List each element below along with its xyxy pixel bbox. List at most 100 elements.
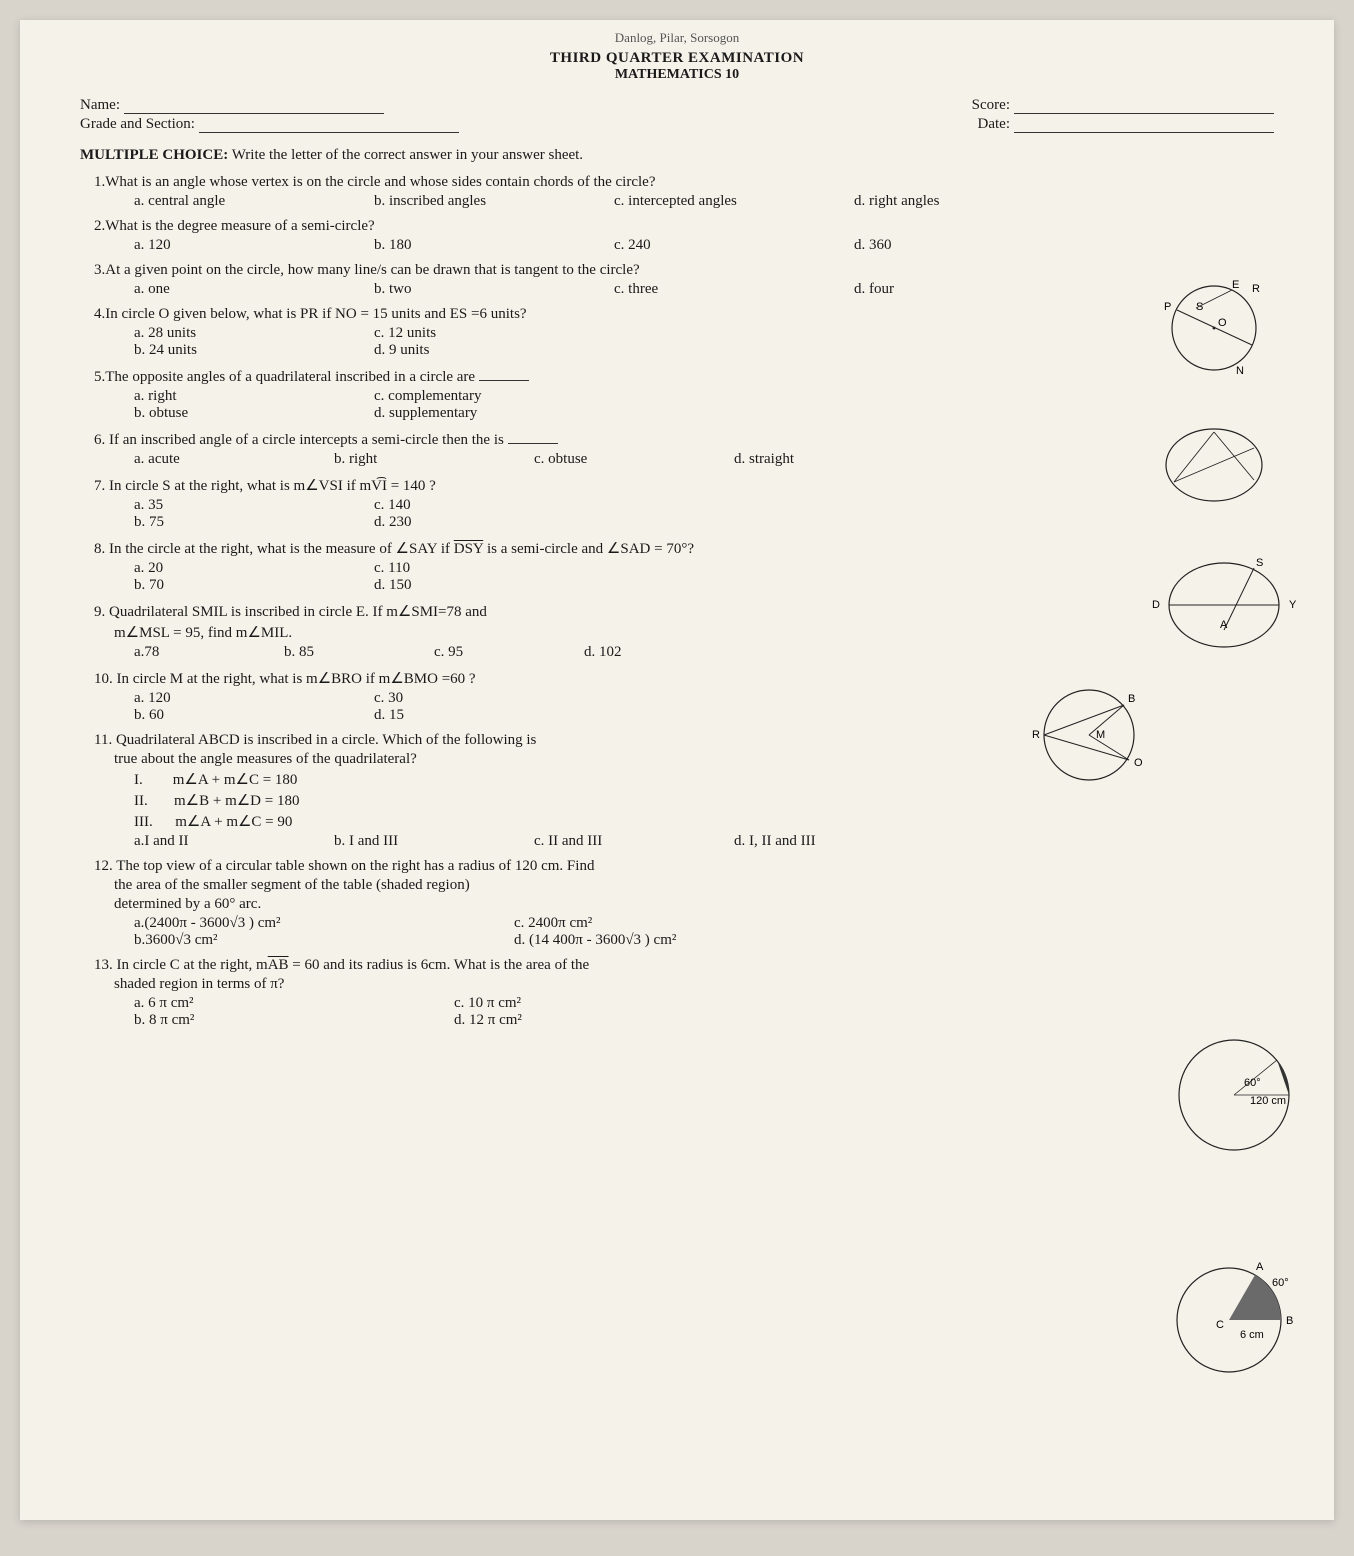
- q7-c: c. 140: [374, 497, 494, 514]
- q9-stem1: 9. Quadrilateral SMIL is inscribed in ci…: [94, 602, 1274, 621]
- score-label: Score:: [972, 97, 1010, 114]
- q2-a: a. 120: [134, 237, 334, 254]
- q9-stem2: m∠MSL = 95, find m∠MIL.: [114, 623, 1274, 642]
- name-blank[interactable]: [124, 98, 384, 114]
- exam-page: Danlog, Pilar, Sorsogon THIRD QUARTER EX…: [20, 20, 1334, 1520]
- q10-b: b. 60: [134, 707, 254, 724]
- question-1: 1.What is an angle whose vertex is on th…: [94, 174, 1274, 210]
- q5-a: a. right: [134, 388, 254, 405]
- q11-iii: III. m∠A + m∠C = 90: [134, 812, 1274, 831]
- q10-c: c. 30: [374, 690, 494, 707]
- q13-a: a. 6 π cm²: [134, 995, 294, 1012]
- q11-stem1: 11. Quadrilateral ABCD is inscribed in a…: [94, 732, 1274, 749]
- question-10: 10. In circle M at the right, what is m∠…: [94, 669, 1274, 724]
- q5-b: b. obtuse: [134, 405, 254, 422]
- q9-a: a.78: [134, 644, 244, 661]
- q9-c: c. 95: [434, 644, 544, 661]
- q3-b: b. two: [374, 281, 574, 298]
- q1-c: c. intercepted angles: [614, 193, 814, 210]
- grade-blank[interactable]: [199, 117, 459, 133]
- figure-q12: 60° 120 cm: [1164, 1030, 1304, 1160]
- q1-d: d. right angles: [854, 193, 1054, 210]
- q6-stem: 6. If an inscribed angle of a circle int…: [94, 432, 508, 448]
- q11-d: d. I, II and III: [734, 833, 894, 850]
- q8-c: c. 110: [374, 560, 494, 577]
- q5-c: c. complementary: [374, 388, 494, 405]
- q4-d: d. 9 units: [374, 342, 494, 359]
- grade-label: Grade and Section:: [80, 116, 195, 133]
- q9-d: d. 102: [584, 644, 694, 661]
- q12-d: d. (14 400π - 3600√3 ) cm²: [514, 932, 676, 949]
- q6-d: d. straight: [734, 451, 894, 468]
- exam-title: THIRD QUARTER EXAMINATION: [80, 50, 1274, 67]
- q4-b: b. 24 units: [134, 342, 254, 359]
- q3-d: d. four: [854, 281, 1054, 298]
- q10-a: a. 120: [134, 690, 254, 707]
- question-6: 6. If an inscribed angle of a circle int…: [94, 430, 1274, 468]
- q5-blank[interactable]: [479, 367, 529, 381]
- q11-c: c. II and III: [534, 833, 694, 850]
- q13-stem-pre: 13. In circle C at the right, m: [94, 957, 268, 973]
- q3-stem: 3.At a given point on the circle, how ma…: [94, 262, 1274, 279]
- q12-stem1: 12. The top view of a circular table sho…: [94, 858, 1274, 875]
- q13-arc: AB: [268, 957, 289, 973]
- name-label: Name:: [80, 97, 120, 114]
- q2-stem: 2.What is the degree measure of a semi-c…: [94, 218, 1274, 235]
- fig13-angle: 60°: [1272, 1277, 1289, 1289]
- question-13: 13. In circle C at the right, mAB = 60 a…: [94, 957, 1274, 1029]
- fig13-B: B: [1286, 1315, 1293, 1327]
- q7-a: a. 35: [134, 497, 254, 514]
- school-location: Danlog, Pilar, Sorsogon: [80, 30, 1274, 46]
- q8-d: d. 150: [374, 577, 494, 594]
- section-heading: MULTIPLE CHOICE: Write the letter of the…: [80, 147, 1274, 164]
- q2-d: d. 360: [854, 237, 1054, 254]
- q10-d: d. 15: [374, 707, 494, 724]
- q12-stem3: determined by a 60° arc.: [114, 896, 1274, 913]
- figure-q13: A B C 60° 6 cm: [1164, 1250, 1304, 1380]
- q10-stem: 10. In circle M at the right, what is m∠…: [94, 669, 1274, 688]
- fig13-C: C: [1216, 1319, 1224, 1331]
- info-row-1: Name: Score:: [80, 97, 1274, 114]
- q8-a: a. 20: [134, 560, 254, 577]
- info-row-2: Grade and Section: Date:: [80, 116, 1274, 133]
- question-5: 5.The opposite angles of a quadrilateral…: [94, 367, 1274, 422]
- q4-a: a. 28 units: [134, 325, 254, 342]
- date-label: Date:: [978, 116, 1010, 133]
- q13-stem-post: = 60 and its radius is 6cm. What is the …: [289, 957, 590, 973]
- question-7: 7. In circle S at the right, what is m∠V…: [94, 476, 1274, 531]
- q6-blank[interactable]: [508, 430, 558, 444]
- section-label: MULTIPLE CHOICE:: [80, 147, 228, 163]
- q13-c: c. 10 π cm²: [454, 995, 614, 1012]
- fig13-radius: 6 cm: [1240, 1329, 1264, 1341]
- fig8-Y: Y: [1289, 599, 1297, 611]
- question-8: 8. In the circle at the right, what is t…: [94, 539, 1274, 594]
- q11-stem2: true about the angle measures of the qua…: [114, 751, 1274, 768]
- q13-b: b. 8 π cm²: [134, 1012, 294, 1029]
- q7-d: d. 230: [374, 514, 494, 531]
- question-12: 12. The top view of a circular table sho…: [94, 858, 1274, 949]
- section-instruction: Write the letter of the correct answer i…: [232, 147, 583, 163]
- q2-b: b. 180: [374, 237, 574, 254]
- q6-a: a. acute: [134, 451, 294, 468]
- fig12-radius: 120 cm: [1250, 1095, 1286, 1107]
- q12-c: c. 2400π cm²: [514, 915, 674, 932]
- subject: MATHEMATICS 10: [80, 67, 1274, 83]
- q6-c: c. obtuse: [534, 451, 694, 468]
- q8-stem-post: is a semi-circle and ∠SAD = 70°?: [483, 541, 694, 557]
- q7-stem: 7. In circle S at the right, what is m∠V…: [94, 476, 1274, 495]
- q5-stem: 5.The opposite angles of a quadrilateral…: [94, 369, 479, 385]
- q4-stem: 4.In circle O given below, what is PR if…: [94, 306, 1274, 323]
- q13-stem2: shaded region in terms of π?: [114, 976, 1274, 993]
- q12-stem2: the area of the smaller segment of the t…: [114, 877, 1274, 894]
- date-blank[interactable]: [1014, 117, 1274, 133]
- q9-b: b. 85: [284, 644, 394, 661]
- q5-d: d. supplementary: [374, 405, 494, 422]
- q1-stem: 1.What is an angle whose vertex is on th…: [94, 174, 1274, 191]
- q11-a: a.I and II: [134, 833, 294, 850]
- score-blank[interactable]: [1014, 98, 1274, 114]
- question-4: 4.In circle O given below, what is PR if…: [94, 306, 1274, 359]
- q8-stem-pre: 8. In the circle at the right, what is t…: [94, 541, 454, 557]
- q6-b: b. right: [334, 451, 494, 468]
- q11-ii: II. m∠B + m∠D = 180: [134, 791, 1274, 810]
- q1-a: a. central angle: [134, 193, 334, 210]
